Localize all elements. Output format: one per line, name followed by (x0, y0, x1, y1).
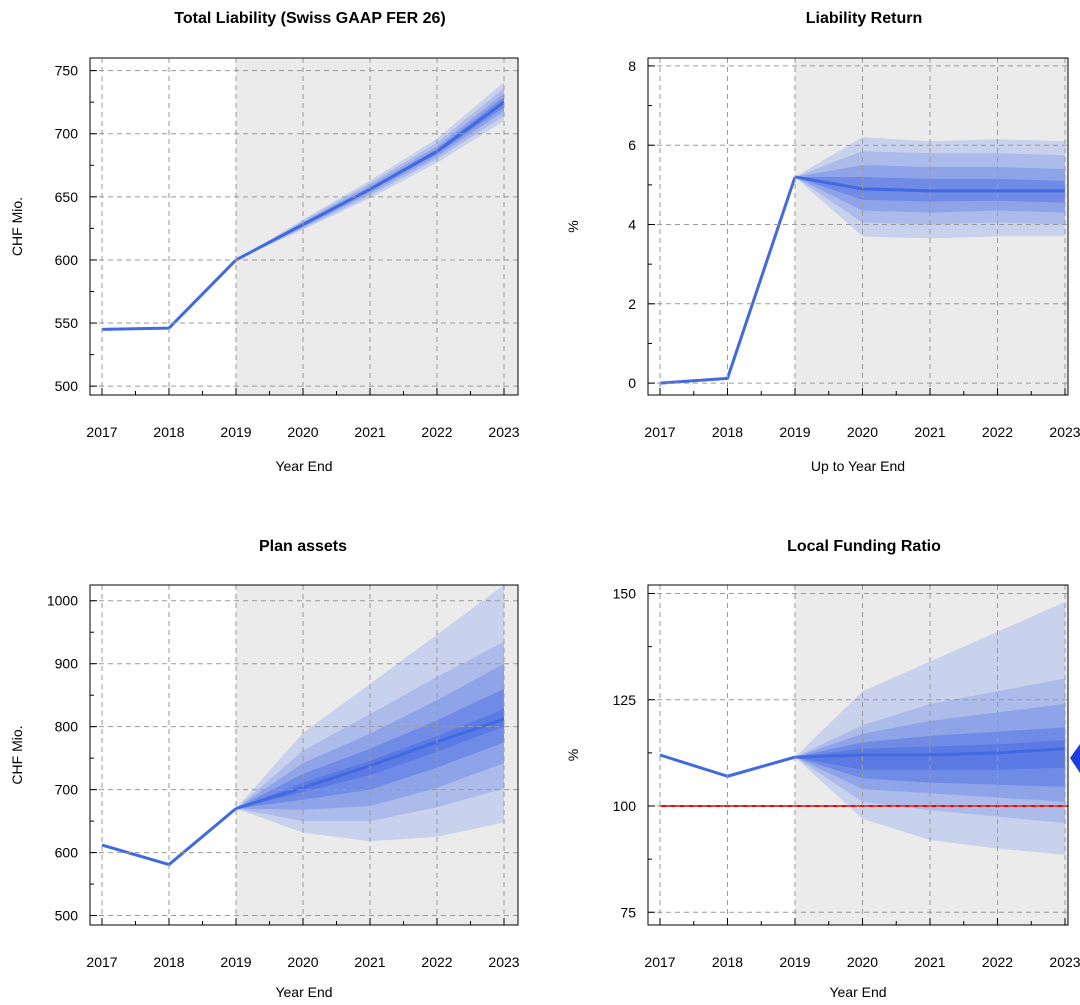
y-tick-label: 4 (628, 217, 636, 233)
y-tick-label: 0 (628, 375, 636, 391)
x-tick-label: 2019 (220, 954, 251, 970)
x-tick-label: 2018 (153, 954, 184, 970)
x-tick-label: 2023 (488, 954, 519, 970)
x-tick-label: 2018 (712, 954, 743, 970)
chart-panel: 75 100 125 150 2017 2018 2019 2020 2021 2022 2023 L… (565, 538, 1080, 1000)
plot-frame (647, 57, 1069, 396)
chart-panel: 500 600 700 800 900 1000 2017 2018 2019 2020 2021 2… (9, 538, 520, 1000)
chart-title: Liability Return (806, 10, 922, 27)
x-tick-label: 2017 (644, 424, 675, 440)
x-tick-label: 2019 (220, 424, 251, 440)
x-tick-label: 2019 (779, 954, 810, 970)
x-tick-label: 2022 (982, 954, 1013, 970)
x-tick-label: 2017 (644, 954, 675, 970)
x-tick-label: 2023 (488, 424, 519, 440)
y-tick-label: 800 (55, 719, 79, 735)
y-tick-label: 100 (613, 798, 637, 814)
x-tick-label: 2020 (287, 424, 318, 440)
plot-frame (89, 584, 519, 926)
y-tick-label: 2 (628, 296, 636, 312)
y-tick-label: 500 (55, 908, 79, 924)
x-axis-label: Year End (275, 984, 332, 1000)
y-tick-label: 600 (55, 845, 79, 861)
x-tick-label: 2023 (1049, 424, 1080, 440)
y-tick-label: 1000 (47, 593, 78, 609)
x-tick-label: 2018 (153, 424, 184, 440)
x-tick-label: 2021 (354, 954, 385, 970)
pointer-arrow-icon (1070, 744, 1080, 773)
y-axis-label: % (565, 220, 581, 232)
y-tick-label: 750 (55, 63, 79, 79)
x-tick-label: 2022 (421, 954, 452, 970)
x-tick-label: 2022 (421, 424, 452, 440)
chart-title: Local Funding Ratio (787, 538, 941, 555)
y-tick-label: 6 (628, 137, 636, 153)
chart-title: Total Liability (Swiss GAAP FER 26) (174, 10, 445, 27)
plot-frame (89, 57, 519, 396)
chart-title: Plan assets (259, 538, 347, 555)
history-line (659, 176, 797, 385)
x-tick-label: 2019 (779, 424, 810, 440)
y-tick-label: 550 (55, 315, 79, 331)
y-axis-label: CHF Mio. (9, 197, 25, 256)
x-tick-label: 2023 (1049, 954, 1080, 970)
y-tick-label: 650 (55, 189, 79, 205)
x-tick-label: 2021 (914, 954, 945, 970)
y-tick-label: 600 (55, 252, 79, 268)
forecast-median-line (235, 100, 505, 262)
x-tick-label: 2020 (847, 424, 878, 440)
x-tick-label: 2022 (982, 424, 1013, 440)
y-tick-label: 125 (613, 692, 637, 708)
y-tick-label: 500 (55, 378, 79, 394)
x-tick-label: 2018 (712, 424, 743, 440)
x-tick-label: 2017 (86, 954, 117, 970)
y-axis-label: CHF Mio. (9, 725, 25, 784)
x-axis-label: Year End (275, 458, 332, 474)
x-tick-label: 2021 (914, 424, 945, 440)
forecast-median-line (794, 747, 1066, 759)
fan-band (236, 663, 504, 810)
y-tick-label: 700 (55, 126, 79, 142)
y-tick-label: 150 (613, 586, 637, 602)
x-tick-label: 2021 (354, 424, 385, 440)
y-tick-label: 700 (55, 782, 79, 798)
y-axis-label: % (565, 749, 581, 761)
x-tick-label: 2020 (287, 954, 318, 970)
y-tick-label: 75 (620, 904, 636, 920)
forecast-median-line (794, 175, 1065, 193)
y-tick-label: 900 (55, 656, 79, 672)
chart-panel: 0 2 4 6 8 2017 2018 2019 2020 2021 2022 2023 Liabili… (565, 10, 1080, 474)
y-tick-label: 8 (628, 58, 636, 74)
x-axis-label: Year End (829, 984, 886, 1000)
x-tick-label: 2017 (86, 424, 117, 440)
x-axis-label: Up to Year End (811, 458, 905, 474)
plot-frame (647, 584, 1069, 926)
chart-panel: 500 550 600 650 700 750 2017 2018 2019 2020 2021 20… (9, 10, 520, 474)
x-tick-label: 2020 (847, 954, 878, 970)
